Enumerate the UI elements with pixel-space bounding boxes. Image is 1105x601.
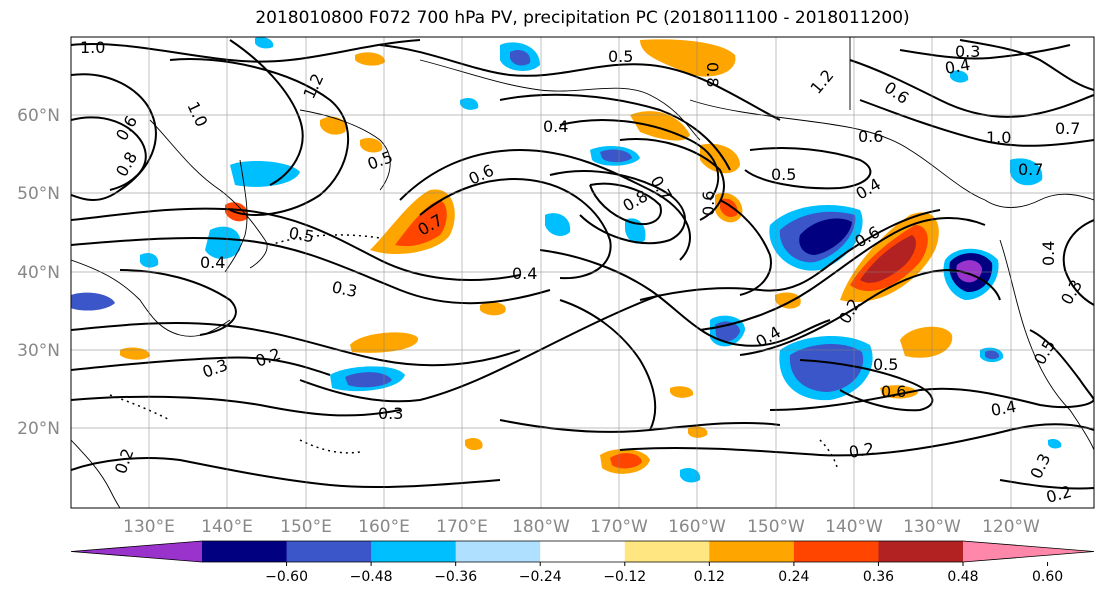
- lat-label: 60°N: [17, 106, 60, 126]
- precip-shading: [71, 37, 1062, 483]
- colorbar-tick-label: 0.24: [778, 569, 809, 585]
- contour-label: 0.6: [858, 127, 883, 146]
- colorbar-swatch: [202, 541, 288, 562]
- colorbar-tick-label: 0.60: [1032, 569, 1063, 585]
- contour-label: 0.6: [699, 191, 718, 216]
- colorbar-swatch: [286, 541, 372, 562]
- longitude-labels: 130°E 140°E 150°E 160°E 170°E 180°W 170°…: [123, 517, 1040, 537]
- colorbar-swatch: [455, 541, 541, 562]
- contour-label: 0.4: [543, 117, 568, 136]
- colorbar-swatch: [793, 541, 879, 562]
- colorbar-tick-label: 0.48: [947, 569, 978, 585]
- colorbar-tick-label: −0.12: [603, 569, 646, 585]
- contour-label: 0.4: [1039, 241, 1058, 266]
- contour-label: 0.8: [703, 62, 722, 87]
- colorbar-outline: [70, 540, 1095, 563]
- map-background: [71, 37, 1094, 508]
- lon-label: 140°E: [201, 517, 253, 537]
- colorbar-tick-label: −0.36: [434, 569, 477, 585]
- lat-label: 30°N: [17, 341, 60, 361]
- contour-label: 0.3: [330, 277, 359, 301]
- colorbar-tick-label: 0.12: [694, 569, 725, 585]
- map-frame: [70, 36, 1095, 509]
- colorbar-swatch: [624, 541, 710, 562]
- colorbar-swatch: [709, 541, 795, 562]
- contour-label: 0.7: [1018, 160, 1043, 179]
- lon-label: 150°W: [747, 517, 805, 537]
- contour-label: 0.5: [287, 223, 315, 246]
- contour-label: 0.4: [512, 264, 537, 283]
- colorbar-swatch: [371, 541, 457, 562]
- lon-label: 180°W: [512, 517, 570, 537]
- contour-label: 0.5: [771, 165, 796, 184]
- colorbar-tick-label: −0.24: [519, 569, 562, 585]
- lat-label: 50°N: [17, 184, 60, 204]
- contour-label: 0.2: [847, 439, 875, 462]
- latitude-labels: 60°N 50°N 40°N 30°N 20°N: [17, 106, 60, 439]
- lat-label: 20°N: [17, 419, 60, 439]
- contour-label: 0.5: [873, 355, 898, 374]
- contour-label: 0.4: [943, 55, 971, 78]
- colorbar-extension-max: [963, 541, 1094, 562]
- lon-label: 160°E: [358, 517, 410, 537]
- lon-label: 140°W: [825, 517, 883, 537]
- map-title: 2018010800 F072 700 hPa PV, precipitatio…: [255, 8, 910, 28]
- contour-label: 0.3: [378, 404, 403, 423]
- contour-label: 0.7: [1055, 119, 1080, 138]
- colorbar-tick-label: −0.60: [265, 569, 308, 585]
- colorbar-extension-min: [71, 541, 202, 562]
- contour-label: 0.4: [200, 253, 225, 272]
- colorbar-swatch: [878, 541, 964, 562]
- graticule: [71, 37, 1094, 508]
- colorbar-tick-label: 0.36: [863, 569, 894, 585]
- colorbar-tick-label: −0.48: [350, 569, 393, 585]
- lon-label: 130°E: [123, 517, 175, 537]
- lon-label: 170°W: [590, 517, 648, 537]
- dotted-contours: [109, 234, 839, 471]
- contour-label: 0.3: [955, 42, 980, 61]
- lon-label: 160°W: [668, 517, 726, 537]
- lat-label: 40°N: [17, 263, 60, 283]
- contour-label: 1.0: [80, 38, 105, 57]
- contour-label: 0.4: [989, 397, 1017, 420]
- contour-label: 0.5: [608, 47, 633, 66]
- lon-label: 170°E: [436, 517, 488, 537]
- lon-label: 150°E: [280, 517, 332, 537]
- lon-label: 120°W: [982, 517, 1040, 537]
- contour-label: 1.0: [986, 128, 1011, 147]
- lon-label: 130°W: [903, 517, 961, 537]
- contour-label: 0.6: [881, 382, 906, 401]
- colorbar-swatch: [540, 541, 626, 562]
- colorbar: −0.60 −0.48 −0.36 −0.24 −0.12 0.12 0.24 0.36 0.4…: [70, 540, 1095, 585]
